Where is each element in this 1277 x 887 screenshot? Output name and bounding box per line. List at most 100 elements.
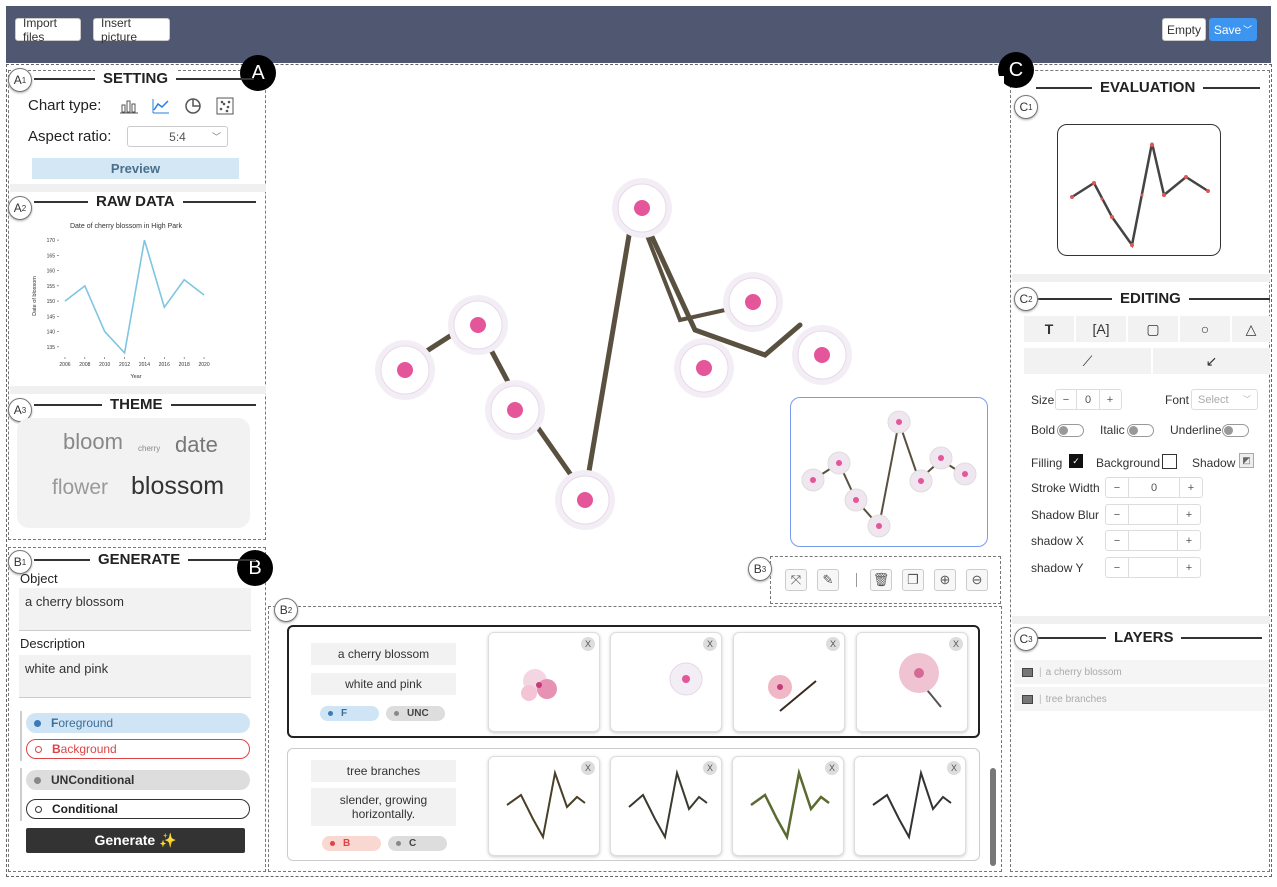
background-checkbox[interactable] xyxy=(1162,454,1177,469)
result-thumbnail[interactable]: X xyxy=(733,632,845,732)
trash-icon[interactable]: 🗑 xyxy=(870,569,892,591)
theme-word[interactable]: bloom xyxy=(63,429,123,454)
shadow-y-stepper[interactable]: − + xyxy=(1105,557,1201,578)
size-stepper[interactable]: −0 + xyxy=(1055,389,1122,410)
save-button[interactable]: Save ﹀ xyxy=(1209,18,1257,41)
description-input[interactable]: white and pink xyxy=(19,655,251,698)
magic-wand-icon[interactable]: ✎ xyxy=(817,569,839,591)
shadow-y-value[interactable] xyxy=(1128,558,1178,577)
theme-word[interactable]: flower xyxy=(52,476,109,499)
canvas-preview-box[interactable] xyxy=(790,397,988,547)
stroke-width-stepper[interactable]: −0 + xyxy=(1105,477,1203,498)
pictorial-chart[interactable] xyxy=(360,170,860,540)
plus-icon[interactable]: + xyxy=(1185,508,1193,521)
plus-icon[interactable]: + xyxy=(1185,561,1193,574)
result-card[interactable] xyxy=(287,625,980,738)
background-label: Background xyxy=(1096,456,1161,470)
minus-icon[interactable]: − xyxy=(1113,561,1121,574)
text-box-tool-icon[interactable]: [A] xyxy=(1076,316,1126,342)
close-icon[interactable]: X xyxy=(703,637,717,651)
arrow-tool-icon[interactable]: ↙ xyxy=(1153,348,1270,374)
empty-button[interactable]: Empty xyxy=(1162,18,1206,41)
rectangle-tool-icon[interactable]: ▢ xyxy=(1128,316,1178,342)
plus-icon[interactable]: + xyxy=(1106,393,1114,406)
shadow-blur-value[interactable] xyxy=(1128,505,1178,524)
result-thumbnail[interactable]: X xyxy=(610,632,722,732)
result-card[interactable] xyxy=(287,748,980,861)
shadow-x-stepper[interactable]: − + xyxy=(1105,530,1201,551)
dot-icon xyxy=(34,776,41,784)
x-tick-label: 2006 xyxy=(59,362,70,368)
shadow-picker-icon[interactable]: ◩ xyxy=(1239,453,1254,468)
y-tick-label: 160 xyxy=(47,269,56,275)
unconditional-option[interactable]: UNC onditional xyxy=(26,770,250,790)
minus-icon[interactable]: − xyxy=(1113,481,1121,494)
x-tick-label: 2020 xyxy=(199,362,210,368)
aspect-ratio-select[interactable]: 5:4 ﹀ xyxy=(127,126,228,147)
result-thumbnail[interactable]: X xyxy=(610,756,722,856)
size-value[interactable]: 0 xyxy=(1076,390,1100,409)
minus-icon[interactable]: − xyxy=(1062,393,1070,406)
import-files-button[interactable]: Import files xyxy=(15,16,81,44)
branch-thumb-image xyxy=(628,769,708,840)
underline-toggle[interactable] xyxy=(1222,424,1249,437)
x-tick-label: 2010 xyxy=(99,362,110,368)
theme-word[interactable]: cherry xyxy=(138,444,161,453)
result-thumbnail[interactable]: X xyxy=(856,632,968,732)
bar-chart-icon[interactable] xyxy=(118,95,140,117)
dot-icon xyxy=(394,711,399,716)
stroke-width-value[interactable]: 0 xyxy=(1128,478,1180,497)
y-tick-label: 140 xyxy=(47,330,56,336)
close-icon[interactable]: X xyxy=(947,761,961,775)
line-chart-icon[interactable] xyxy=(150,95,172,117)
generate-button[interactable]: Generate ✨ xyxy=(26,828,245,853)
close-icon[interactable]: X xyxy=(949,637,963,651)
object-input[interactable]: a cherry blossom xyxy=(19,588,251,631)
triangle-tool-icon[interactable]: △ xyxy=(1232,316,1270,342)
font-select[interactable]: Select ﹀ xyxy=(1191,389,1258,410)
fit-screen-icon[interactable]: ⤧ xyxy=(785,569,807,591)
plus-icon[interactable]: + xyxy=(1185,534,1193,547)
bold-toggle[interactable] xyxy=(1057,424,1084,437)
result-thumbnail[interactable]: X xyxy=(732,756,844,856)
theme-word[interactable]: blossom xyxy=(131,472,225,500)
close-icon[interactable]: X xyxy=(825,761,839,775)
minus-icon[interactable]: − xyxy=(1113,534,1121,547)
zoom-in-icon[interactable]: ⊕ xyxy=(934,569,956,591)
text-tool-icon[interactable]: T xyxy=(1024,316,1074,342)
filling-checkbox[interactable]: ✓ xyxy=(1069,454,1083,468)
minus-icon[interactable]: − xyxy=(1113,508,1121,521)
close-icon[interactable]: X xyxy=(826,637,840,651)
close-icon[interactable]: X xyxy=(581,637,595,651)
close-icon[interactable]: X xyxy=(703,761,717,775)
line-tool-icon[interactable]: ⟋ xyxy=(1024,348,1151,374)
shadow-x-value[interactable] xyxy=(1128,531,1178,550)
scatter-chart-icon[interactable] xyxy=(214,95,236,117)
zoom-out-icon[interactable]: ⊖ xyxy=(966,569,988,591)
result-thumbnail[interactable]: X xyxy=(488,632,600,732)
evaluation-title: EVALUATION xyxy=(1092,79,1204,96)
theme-word[interactable]: date xyxy=(175,432,218,457)
size-label: Size xyxy=(1031,393,1055,407)
shadow-blur-stepper[interactable]: − + xyxy=(1105,504,1201,525)
circle-tool-icon[interactable]: ○ xyxy=(1180,316,1230,342)
copy-icon[interactable]: ❐ xyxy=(902,569,924,591)
layer-item[interactable]: | a cherry blossom xyxy=(1014,660,1269,684)
evaluation-preview xyxy=(1057,124,1221,256)
close-icon[interactable]: X xyxy=(581,761,595,775)
layer-item[interactable]: | tree branches xyxy=(1014,687,1269,711)
italic-toggle[interactable] xyxy=(1127,424,1154,437)
result-thumbnail[interactable]: X xyxy=(854,756,966,856)
insert-picture-button[interactable]: Insert picture xyxy=(93,16,170,44)
results-scrollbar[interactable] xyxy=(990,768,996,866)
y-tick-label: 150 xyxy=(47,299,56,305)
result-thumbnail[interactable]: X xyxy=(488,756,600,856)
plus-icon[interactable]: + xyxy=(1187,481,1195,494)
pie-chart-icon[interactable] xyxy=(182,95,204,117)
preview-button[interactable]: Preview xyxy=(32,158,239,179)
